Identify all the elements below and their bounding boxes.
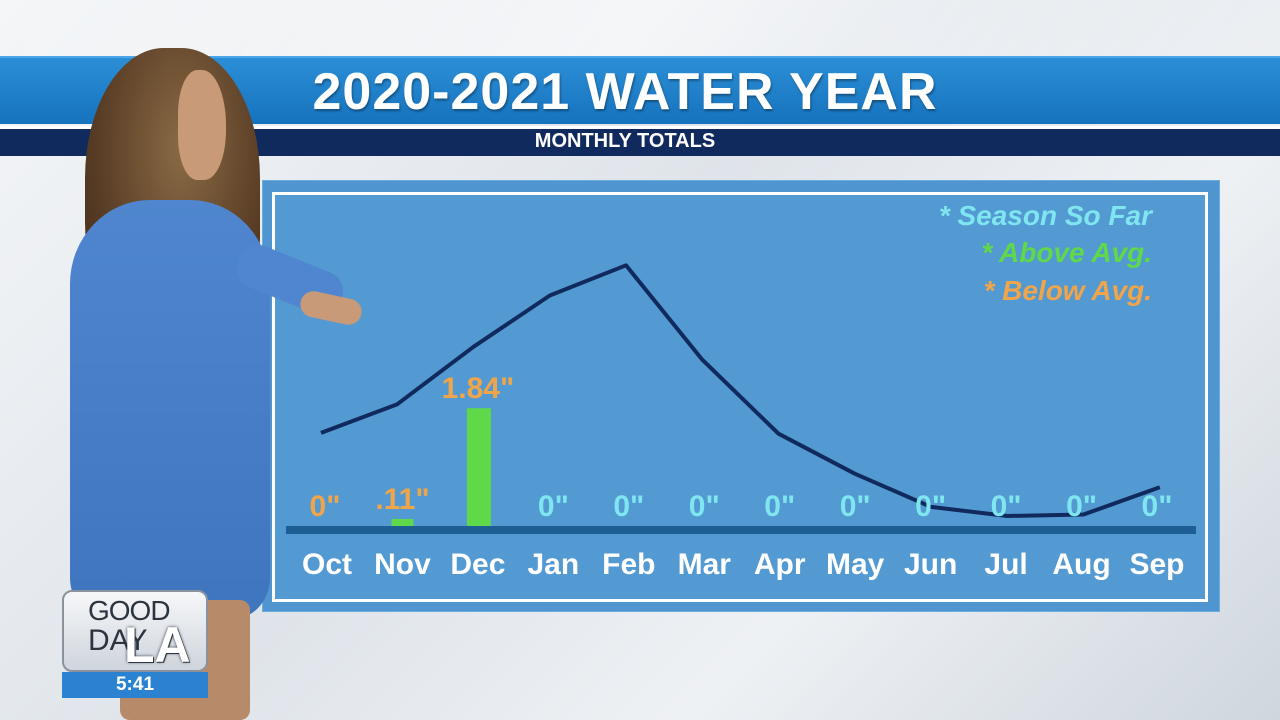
value-label-feb: 0" [613, 490, 644, 523]
bar-dec [466, 408, 491, 526]
value-label-apr: 0" [764, 490, 795, 523]
month-label-sep: Sep [1129, 548, 1184, 581]
month-label-apr: Apr [754, 548, 806, 581]
value-label-oct: 0" [310, 490, 341, 523]
month-label-jun: Jun [904, 548, 957, 581]
page-title: 2020-2021 WATER YEAR [312, 63, 938, 121]
value-label-jun: 0" [915, 490, 946, 523]
value-label-jan: 0" [538, 490, 569, 523]
season-so-far-line [320, 263, 1161, 518]
chart-baseline [286, 526, 1196, 534]
value-label-dec: 1.84" [442, 372, 515, 405]
value-label-may: 0" [840, 490, 871, 523]
legend-below-avg: * Below Avg. [983, 275, 1152, 306]
value-label-jul: 0" [991, 490, 1022, 523]
logo-text-la: LA [124, 617, 191, 673]
legend-season-so-far: * Season So Far [938, 200, 1152, 231]
clock-bar [62, 672, 208, 698]
month-label-oct: Oct [302, 548, 352, 581]
background-stripe [0, 0, 1280, 60]
month-label-jul: Jul [984, 548, 1027, 581]
value-label-aug: 0" [1066, 490, 1097, 523]
page-subtitle: MONTHLY TOTALS [534, 130, 716, 152]
month-label-may: May [826, 548, 885, 581]
month-label-feb: Feb [602, 548, 655, 581]
value-label-nov: .11" [375, 483, 429, 516]
value-label-mar: 0" [689, 490, 720, 523]
legend-above-avg: * Above Avg. [981, 237, 1152, 268]
month-label-aug: Aug [1052, 548, 1110, 581]
value-label-sep: 0" [1142, 490, 1173, 523]
month-label-mar: Mar [678, 548, 732, 581]
logo-text-good: GOOD [88, 595, 171, 626]
station-logo [62, 590, 208, 672]
bar-nov [391, 518, 414, 526]
month-label-nov: Nov [374, 548, 431, 581]
month-label-dec: Dec [450, 548, 505, 581]
presenter-face [178, 70, 226, 180]
month-label-jan: Jan [528, 548, 580, 581]
logo-text-day: DAY [88, 624, 148, 657]
clock-time: 5:41 [115, 674, 155, 695]
